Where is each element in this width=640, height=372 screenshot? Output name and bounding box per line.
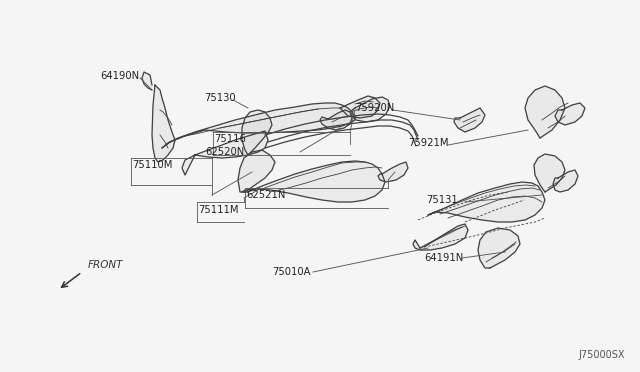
Polygon shape (555, 103, 585, 125)
Text: 75110M: 75110M (132, 160, 172, 170)
Text: 75131: 75131 (426, 195, 458, 205)
Polygon shape (242, 161, 385, 202)
Text: 62521N: 62521N (246, 190, 285, 200)
Text: FRONT: FRONT (88, 260, 124, 270)
Text: 75921M: 75921M (408, 138, 449, 148)
Polygon shape (182, 131, 268, 175)
Polygon shape (340, 96, 380, 118)
Text: 75920N: 75920N (355, 103, 394, 113)
Text: 75111M: 75111M (198, 205, 239, 215)
Polygon shape (478, 228, 520, 268)
Polygon shape (152, 85, 175, 162)
Text: 75116: 75116 (214, 134, 246, 144)
Text: J75000SX: J75000SX (579, 350, 625, 360)
Text: 62520N: 62520N (205, 147, 244, 157)
Text: 75010A: 75010A (272, 267, 310, 277)
Text: 75130: 75130 (204, 93, 236, 103)
Polygon shape (238, 150, 275, 192)
Polygon shape (242, 110, 272, 155)
Text: 64190N: 64190N (100, 71, 139, 81)
Polygon shape (525, 86, 565, 138)
Polygon shape (162, 103, 355, 148)
Polygon shape (428, 182, 545, 222)
Polygon shape (378, 162, 408, 182)
Polygon shape (142, 72, 152, 90)
Polygon shape (352, 97, 390, 122)
Text: 64191N: 64191N (424, 253, 463, 263)
Polygon shape (534, 154, 565, 192)
Polygon shape (454, 108, 485, 132)
Polygon shape (413, 224, 468, 250)
Polygon shape (553, 170, 578, 192)
Polygon shape (320, 110, 352, 130)
